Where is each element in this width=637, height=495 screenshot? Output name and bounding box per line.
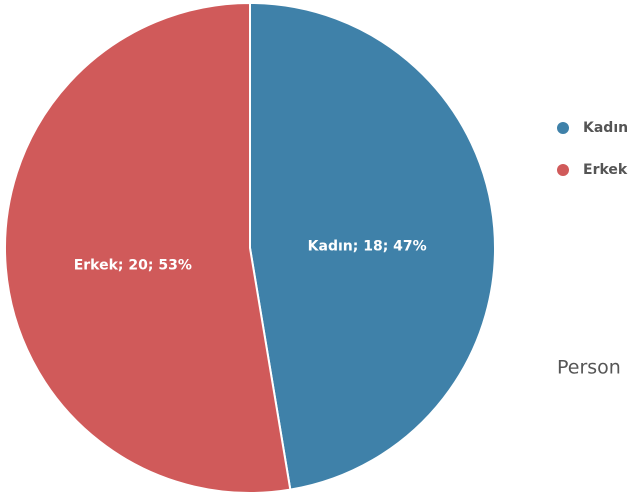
chart-title: Person bbox=[557, 357, 621, 379]
legend-marker bbox=[557, 164, 569, 176]
data-label: Kadın; 18; 47% bbox=[308, 238, 427, 254]
pie-slice bbox=[249, 1, 496, 491]
pie-slice bbox=[4, 1, 292, 494]
legend-label: Kadın bbox=[583, 120, 628, 136]
data-label: Erkek; 20; 53% bbox=[74, 258, 192, 274]
legend-marker bbox=[557, 122, 569, 134]
legend-label: Erkek bbox=[583, 162, 628, 178]
